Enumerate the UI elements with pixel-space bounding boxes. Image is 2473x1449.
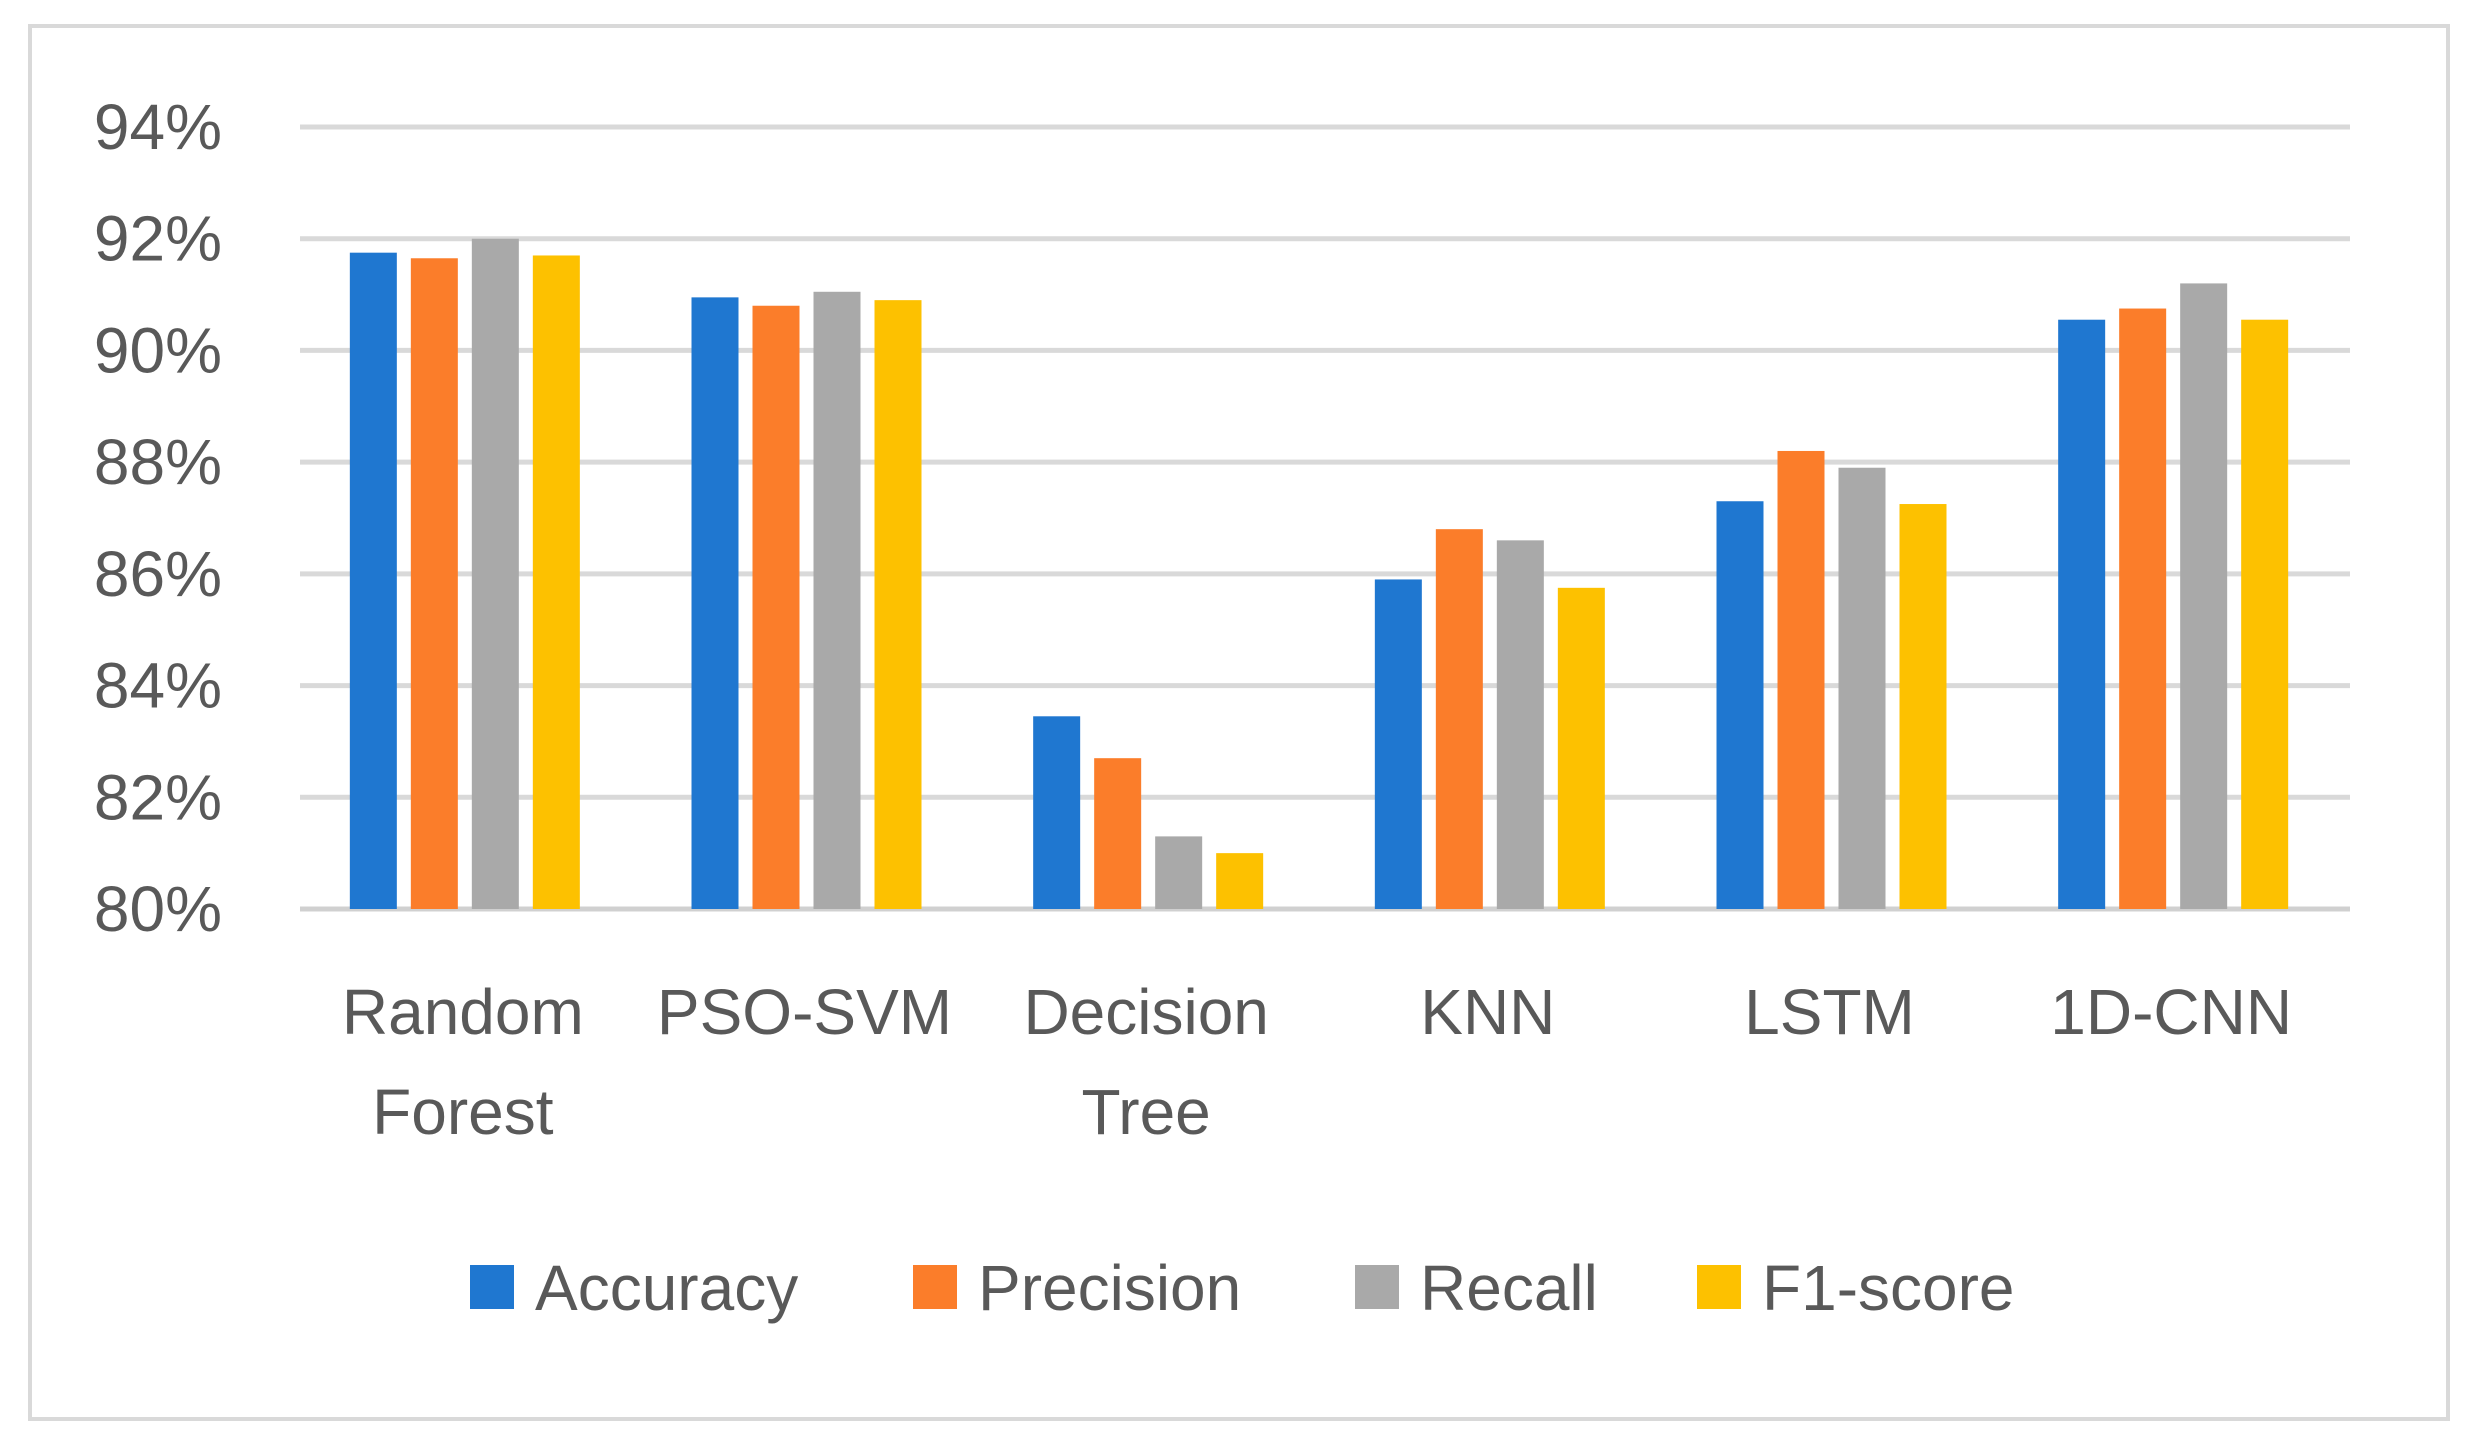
legend-swatch-f1-score [1697, 1265, 1741, 1309]
bar-recall-knn [1496, 540, 1544, 909]
bar-recall-pso-svm [813, 291, 861, 909]
y-tick-label: 82% [94, 761, 222, 833]
bars [349, 238, 2289, 910]
bar-precision-lstm [1777, 450, 1825, 909]
bar-f1-score-lstm [1899, 504, 1947, 909]
bar-recall-random-forest [471, 238, 519, 909]
y-tick-label: 90% [94, 314, 222, 386]
x-tick-label: KNN [1420, 976, 1555, 1048]
bar-accuracy-random-forest [349, 252, 397, 909]
bar-precision-pso-svm [752, 305, 800, 909]
bar-recall-lstm [1838, 467, 1886, 909]
bar-f1-score-knn [1557, 587, 1605, 909]
y-tick-label: 86% [94, 538, 222, 610]
legend-swatch-accuracy [470, 1265, 514, 1309]
bar-accuracy-lstm [1716, 501, 1764, 909]
legend-label-precision: Precision [978, 1252, 1241, 1324]
y-tick-label: 94% [94, 91, 222, 163]
y-tick-label: 92% [94, 203, 222, 275]
y-tick-label: 88% [94, 426, 222, 498]
y-axis: 80% 82% 84% 86% 88% 90% 92% 94% [94, 91, 222, 945]
bar-f1-score-1d-cnn [2241, 319, 2289, 909]
x-tick-label: PSO-SVM [657, 976, 952, 1048]
bar-f1-score-random-forest [532, 255, 580, 909]
bar-precision-1d-cnn [2119, 308, 2167, 909]
x-tick-label: Decision Tree [1023, 976, 1268, 1148]
legend-label-f1-score: F1-score [1762, 1252, 2015, 1324]
x-tick-label: LSTM [1744, 976, 1915, 1048]
bar-recall-1d-cnn [2180, 283, 2228, 909]
bar-precision-random-forest [410, 258, 458, 909]
legend-swatch-precision [913, 1265, 957, 1309]
x-axis: Random Forest PSO-SVM Decision Tree KNN LSTM 1D… [342, 976, 2292, 1148]
y-tick-label: 80% [94, 873, 222, 945]
bar-accuracy-pso-svm [691, 297, 739, 910]
bar-precision-knn [1435, 529, 1483, 909]
legend: Accuracy Precision Recall F1-score [470, 1252, 2015, 1324]
x-tick-label: 1D-CNN [2050, 976, 2292, 1048]
gridlines [300, 124, 2350, 912]
legend-swatch-recall [1355, 1265, 1399, 1309]
bar-f1-score-decision-tree [1216, 853, 1264, 909]
x-tick-label: Random Forest [342, 976, 584, 1148]
bar-accuracy-knn [1374, 579, 1422, 909]
legend-label-accuracy: Accuracy [535, 1252, 798, 1324]
legend-label-recall: Recall [1420, 1252, 1598, 1324]
bar-recall-decision-tree [1155, 836, 1203, 909]
bar-accuracy-decision-tree [1033, 716, 1081, 909]
bar-precision-decision-tree [1094, 758, 1142, 909]
bar-f1-score-pso-svm [874, 300, 922, 910]
bar-accuracy-1d-cnn [2058, 319, 2106, 909]
y-tick-label: 84% [94, 650, 222, 722]
